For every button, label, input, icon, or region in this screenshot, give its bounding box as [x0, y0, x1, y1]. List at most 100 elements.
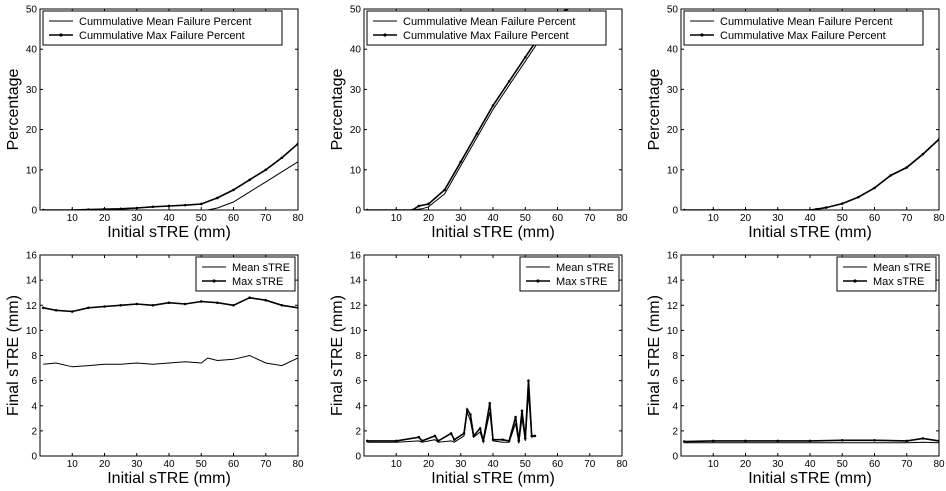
series-point: [921, 437, 925, 440]
series-point: [103, 207, 106, 210]
x-tick-label: 70: [901, 459, 913, 470]
y-tick-label: 10: [350, 165, 362, 176]
series-point: [491, 104, 495, 107]
series-point: [478, 427, 482, 430]
y-tick-label: 14: [350, 276, 362, 287]
y-tick-label: 4: [672, 401, 678, 412]
series-point: [449, 432, 453, 435]
series-point: [488, 401, 492, 405]
series-line-2: [43, 143, 298, 210]
y-tick-label: 10: [26, 165, 38, 176]
series-point: [469, 413, 472, 416]
legend-marker: [59, 33, 63, 37]
series-point: [711, 208, 715, 210]
x-tick-label: 60: [228, 213, 240, 224]
y-axis-label: Percentage: [329, 68, 346, 150]
chart-panel-4: 10 20 30 40 50 60 70 80 0 2 4 6 8 10 12 14 16 Initial sTR…: [5, 251, 304, 488]
y-tick-label: 30: [350, 85, 362, 96]
legend-box: [366, 10, 607, 46]
series-point: [533, 434, 537, 438]
series-point: [808, 208, 812, 210]
legend: Cummulative Mean Failure Percent Cummulat…: [366, 10, 607, 46]
series-point: [776, 439, 780, 443]
series-point: [459, 160, 463, 164]
y-tick-label: 20: [667, 125, 679, 136]
series-point: [840, 202, 844, 205]
series-point: [436, 439, 440, 443]
legend-entry: Mean sTRE: [556, 262, 614, 274]
legend: Cummulative Mean Failure Percent Cummulat…: [42, 10, 283, 46]
y-tick-label: 12: [667, 301, 679, 312]
x-tick-label: 40: [163, 459, 175, 470]
series-point: [420, 439, 424, 443]
series-line-1: [43, 161, 298, 210]
series-point: [151, 205, 155, 209]
series-point: [248, 178, 251, 182]
series-point: [530, 434, 533, 438]
series-point: [565, 9, 569, 11]
series-point: [776, 208, 780, 210]
x-tick-label: 50: [196, 459, 208, 470]
x-tick-label: 10: [391, 459, 403, 470]
series-point: [491, 438, 495, 441]
series-line-1: [684, 139, 939, 210]
x-tick-label: 20: [99, 213, 111, 224]
series-group: [682, 437, 939, 444]
legend-marker: [536, 279, 540, 283]
chart-panel-5: 10 20 30 40 50 60 70 80 0 2 4 6 8 10 12 14 16 Initial sTR…: [329, 251, 628, 488]
y-tick-label: 0: [355, 452, 361, 463]
x-tick-label: 40: [804, 459, 816, 470]
series-point: [840, 438, 844, 442]
x-tick-label: 40: [487, 213, 499, 224]
x-axis-label: Initial sTRE (mm): [431, 470, 555, 487]
series-point: [905, 439, 909, 443]
series-point: [41, 306, 45, 310]
y-tick-label: 12: [350, 301, 362, 312]
series-point: [937, 137, 939, 141]
series-point: [167, 204, 171, 208]
x-tick-label: 80: [616, 459, 628, 470]
series-point: [475, 132, 479, 135]
series-point: [815, 207, 818, 210]
legend-box: [683, 10, 924, 46]
legend-entry: Max sTRE: [873, 276, 924, 288]
y-tick-label: 0: [672, 206, 678, 217]
y-tick-label: 14: [26, 276, 38, 287]
series-point: [54, 308, 58, 312]
series-point: [520, 409, 524, 413]
y-tick-label: 16: [350, 251, 362, 262]
x-tick-label: 60: [552, 213, 564, 224]
series-point: [472, 434, 475, 438]
y-tick-label: 30: [26, 85, 38, 96]
y-tick-label: 14: [667, 276, 679, 287]
series-point: [167, 301, 171, 305]
x-tick-label: 80: [292, 213, 304, 224]
series-point: [103, 305, 106, 308]
series-point: [462, 432, 466, 435]
series-point: [427, 202, 430, 206]
legend-entry: Cummulative Max Failure Percent: [720, 30, 886, 42]
series-line-1: [684, 441, 939, 444]
y-tick-label: 10: [667, 165, 679, 176]
x-tick-label: 30: [455, 213, 467, 224]
x-tick-label: 20: [740, 213, 752, 224]
series-point: [151, 303, 155, 307]
series-point: [937, 439, 939, 443]
x-tick-label: 10: [67, 459, 79, 470]
series-point: [119, 303, 122, 307]
legend-entry: Cummulative Mean Failure Percent: [403, 16, 575, 28]
y-tick-label: 6: [355, 376, 361, 387]
series-point: [682, 208, 686, 210]
series-point: [264, 168, 268, 172]
legend-entry: Cummulative Max Failure Percent: [403, 30, 569, 42]
series-point: [296, 306, 298, 310]
series-point: [199, 202, 203, 206]
series-point: [682, 440, 686, 443]
series-point: [453, 438, 456, 441]
y-tick-label: 40: [667, 45, 679, 56]
series-point: [527, 379, 530, 382]
x-tick-label: 30: [131, 213, 143, 224]
